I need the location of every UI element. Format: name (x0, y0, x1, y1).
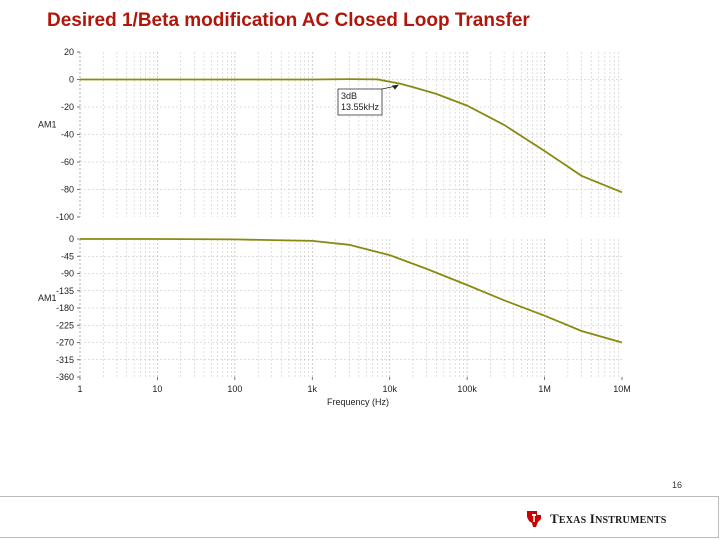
mag-ytick-label: -40 (61, 130, 74, 140)
phase-ytick-label: -45 (61, 251, 74, 261)
phase-ytick-label: -180 (56, 303, 74, 313)
phase-xtick-label: 10 (152, 384, 162, 394)
phase-panel: 0 -45 -90 -135 -180 -225 -270 -315 -360 AM1 1 10 100… (38, 234, 631, 407)
phase-ytick-label: -270 (56, 338, 74, 348)
phase-xtick-label: 100k (457, 384, 477, 394)
page-number: 16 (672, 480, 683, 490)
phase-xtick-label: 1k (308, 384, 318, 394)
mag-ytick-label: -100 (56, 212, 74, 222)
phase-ytick-label: -135 (56, 286, 74, 296)
mag-annotation-text: 13.55kHz (341, 102, 380, 112)
mag-grid (77, 51, 622, 218)
mag-ytick-label: 20 (64, 47, 74, 57)
phase-xlabel: Frequency (Hz) (327, 397, 389, 407)
footer-bar (0, 496, 719, 538)
phase-grid (77, 238, 622, 378)
mag-series-line (80, 78, 623, 194)
mag-ylabel: AM1 (38, 120, 57, 130)
ti-wordmark: TEXAS INSTRUMENTS (550, 511, 667, 526)
mag-annotation-text: 3dB (341, 91, 357, 101)
slide-title: Desired 1/Beta modification AC Closed Lo… (47, 10, 530, 31)
phase-xtick-label: 10M (613, 384, 631, 394)
ti-state-icon (527, 511, 541, 527)
mag-ytick-label: -20 (61, 102, 74, 112)
phase-ytick-label: -90 (61, 269, 74, 279)
phase-ytick-label: -360 (56, 372, 74, 382)
mag-ytick-label: -80 (61, 185, 74, 195)
phase-ytick-label: -315 (56, 355, 74, 365)
phase-xtick-label: 100 (227, 384, 242, 394)
phase-xtick-label: 1 (77, 384, 82, 394)
phase-series-line (80, 238, 623, 344)
phase-xtick-label: 10k (382, 384, 397, 394)
mag-ytick-label: -60 (61, 157, 74, 167)
phase-xtick-label: 1M (538, 384, 551, 394)
mag-ytick-label: 0 (69, 75, 74, 85)
phase-ytick-label: -225 (56, 320, 74, 330)
phase-ytick-label: 0 (69, 234, 74, 244)
mag-annotation-arrow (391, 84, 399, 90)
ti-logo: TEXAS INSTRUMENTS (524, 509, 667, 529)
mag-annotation-box (337, 88, 383, 116)
phase-ylabel: AM1 (38, 293, 57, 303)
